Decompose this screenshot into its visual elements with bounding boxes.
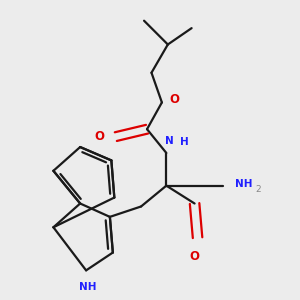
Text: 2: 2 — [256, 185, 261, 194]
Text: O: O — [94, 130, 104, 143]
Text: N: N — [165, 136, 174, 146]
Text: NH: NH — [235, 179, 252, 189]
Text: NH: NH — [79, 282, 96, 292]
Text: O: O — [190, 250, 200, 262]
Text: O: O — [169, 93, 179, 106]
Text: H: H — [180, 137, 188, 147]
